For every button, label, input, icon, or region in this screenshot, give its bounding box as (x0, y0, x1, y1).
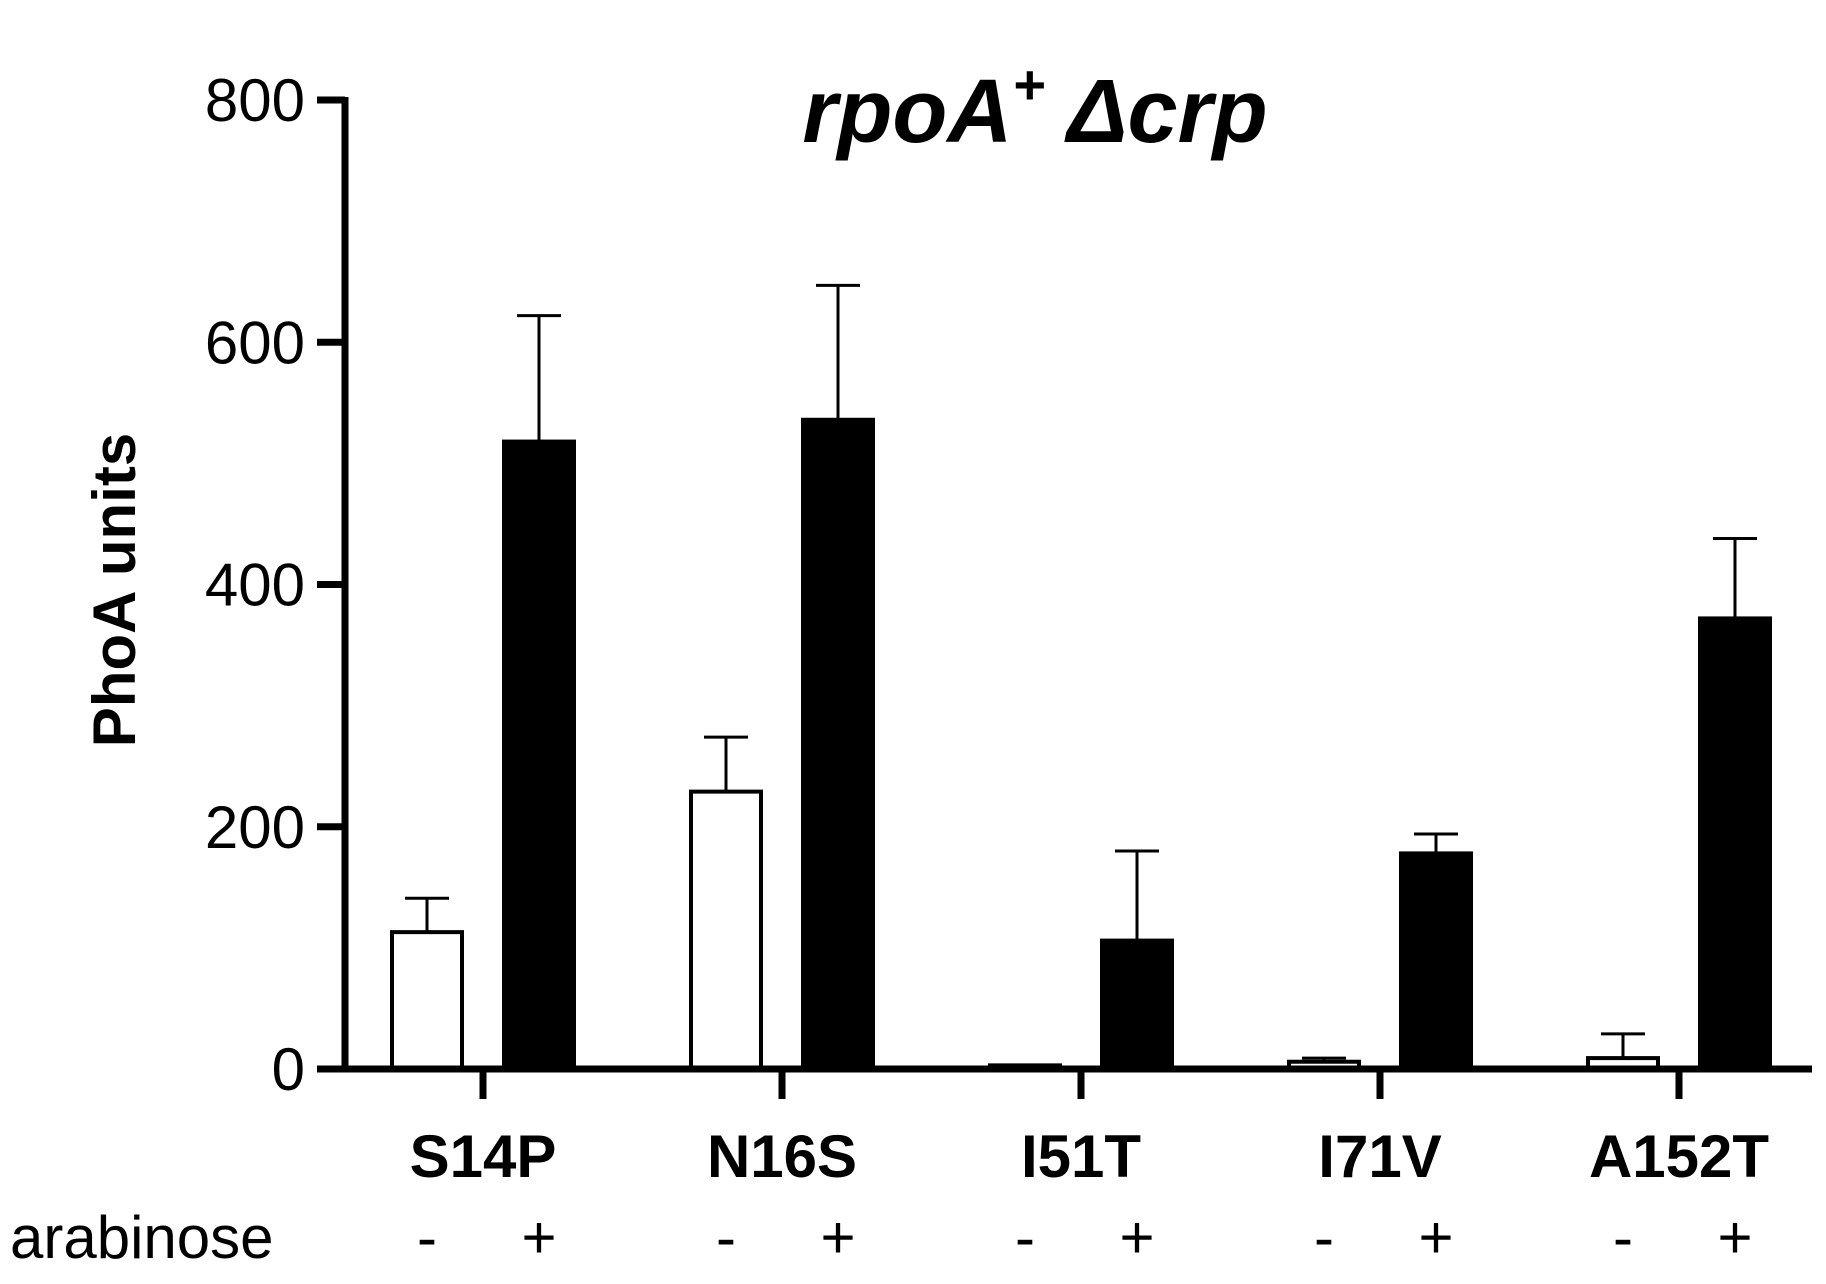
arabinose-sign: + (1418, 1204, 1453, 1271)
x-tick-label: N16S (707, 1123, 857, 1190)
y-tick-label: 600 (205, 309, 305, 376)
title-gene: rpoA (802, 62, 1012, 162)
title-delta: Δ (1064, 62, 1127, 162)
arabinose-sign: + (1717, 1204, 1752, 1271)
arabinose-sign: - (716, 1204, 736, 1271)
x-tick-label: I71V (1318, 1123, 1441, 1190)
y-tick-label: 0 (272, 1036, 305, 1103)
x-tick-label: I51T (1021, 1123, 1141, 1190)
arabinose-sign: + (820, 1204, 855, 1271)
arabinose-sign: - (1314, 1204, 1334, 1271)
bars: - + - + - + - + - + (390, 283, 1772, 1271)
arabinose-sign: + (521, 1204, 556, 1271)
x-tick-label: S14P (410, 1123, 557, 1190)
y-tick-label: 400 (205, 552, 305, 619)
bar-s14p-plus (502, 439, 576, 1071)
arabinose-sign: + (1119, 1204, 1154, 1271)
title-superscript: + (1012, 53, 1045, 116)
arabinose-sign: - (417, 1204, 437, 1271)
x-axis: S14P N16S I51T I71V A152T (342, 1065, 1812, 1190)
arabinose-sign: - (1015, 1204, 1035, 1271)
chart-title: rpoA+ Δcrp (802, 53, 1267, 162)
y-tick-label: 800 (205, 67, 305, 134)
y-tick-label: 200 (205, 794, 305, 861)
bar-n16s-plus (801, 417, 875, 1071)
arabinose-sign: - (1613, 1204, 1633, 1271)
arabinose-label: arabinose (10, 1204, 274, 1271)
bar-n16s-minus (689, 789, 763, 1072)
y-axis: 0 200 400 600 800 (205, 67, 349, 1103)
x-tick-label: A152T (1589, 1123, 1769, 1190)
y-axis-label: PhoA units (81, 433, 148, 747)
bar-a152t-plus (1698, 616, 1772, 1071)
bar-i51t-plus (1100, 938, 1174, 1071)
bar-i71v-plus (1399, 851, 1473, 1072)
title-mutant: crp (1128, 62, 1268, 162)
bar-s14p-minus (390, 930, 464, 1071)
